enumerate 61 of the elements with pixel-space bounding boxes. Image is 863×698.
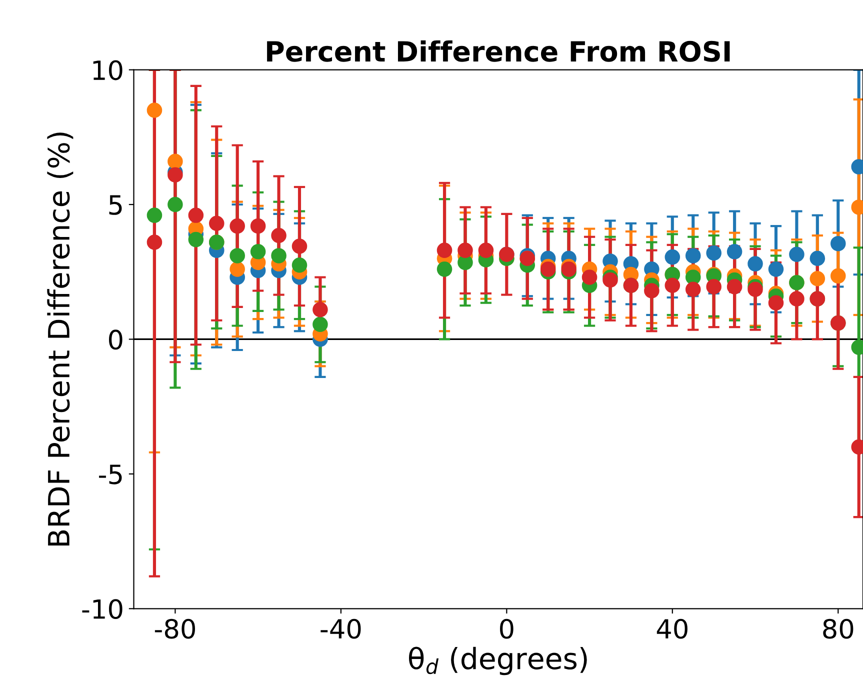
point	[685, 270, 701, 285]
point	[188, 232, 204, 248]
x-tick-label: -80	[154, 618, 195, 639]
point	[458, 242, 473, 258]
y-tick-label: 5	[109, 195, 122, 215]
point	[146, 208, 162, 223]
point	[664, 249, 680, 265]
point	[312, 302, 328, 318]
point	[561, 262, 576, 277]
point	[271, 228, 286, 244]
y-axis-title: BRDF Percent Difference (%)	[47, 132, 74, 546]
point	[168, 154, 183, 170]
point	[582, 270, 598, 285]
point	[146, 102, 162, 118]
point	[250, 218, 266, 234]
point	[250, 244, 266, 260]
point	[664, 278, 680, 293]
point	[685, 282, 701, 298]
point	[830, 268, 846, 284]
point	[168, 196, 183, 212]
point	[230, 262, 245, 277]
point	[810, 270, 826, 286]
point	[685, 248, 701, 264]
point	[292, 257, 308, 273]
point	[436, 242, 452, 258]
point	[768, 262, 784, 277]
x-tick-label: -40	[320, 618, 361, 639]
point	[810, 250, 826, 266]
point	[706, 245, 722, 261]
point	[540, 262, 556, 277]
point	[208, 216, 224, 232]
point	[726, 279, 742, 294]
point	[436, 262, 452, 277]
point	[768, 295, 784, 310]
chart-title: Percent Difference From ROSI	[267, 40, 730, 62]
point	[644, 283, 660, 298]
point	[230, 248, 245, 264]
point	[789, 246, 804, 262]
point	[789, 291, 804, 306]
point	[168, 167, 183, 183]
point	[292, 238, 308, 254]
point	[748, 256, 763, 272]
y-tick-label: -5	[99, 464, 122, 484]
point	[748, 282, 763, 298]
point	[478, 242, 494, 258]
point	[271, 248, 286, 264]
x-tick-label: 80	[823, 618, 854, 639]
point	[726, 244, 742, 260]
point	[188, 208, 204, 223]
y-tick-label: 0	[108, 330, 122, 350]
point	[146, 234, 162, 250]
y-tick-label: 10	[93, 60, 122, 80]
x-tick-label: 0	[500, 618, 514, 639]
x-tick-label: 40	[656, 618, 688, 639]
x-axis-title: θ$_{d}$ (degrees)	[408, 646, 587, 676]
point	[706, 279, 722, 294]
point	[230, 218, 245, 234]
point	[830, 236, 846, 252]
point	[602, 272, 618, 288]
point	[312, 316, 328, 332]
y-tick-label: -10	[82, 599, 122, 620]
